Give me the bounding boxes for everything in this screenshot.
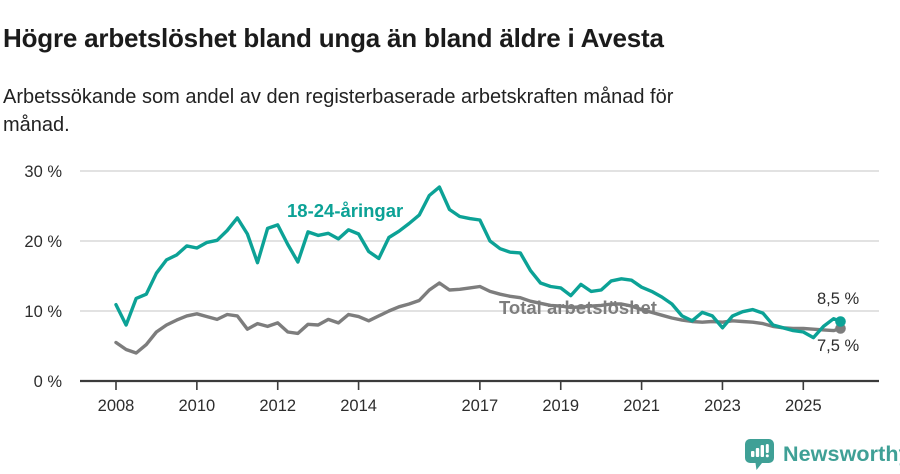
series-label-total: Total arbetslöshet bbox=[499, 297, 657, 318]
newsworthy-logo-text: Newsworthy bbox=[783, 441, 900, 466]
newsworthy-logo: Newsworthy bbox=[744, 437, 900, 471]
x-tick-label-2023: 2023 bbox=[704, 397, 741, 415]
x-tick-label-2017: 2017 bbox=[462, 397, 499, 415]
x-tick-label-2012: 2012 bbox=[259, 397, 296, 415]
end-value-label-total: 7,5 % bbox=[817, 337, 860, 355]
y-tick-label-30: 30 % bbox=[24, 163, 62, 181]
y-tick-label-0: 0 % bbox=[34, 373, 63, 391]
end-value-label-young: 8,5 % bbox=[817, 290, 860, 308]
newsworthy-logo-icon bbox=[745, 438, 774, 470]
series-label-young: 18-24-åringar bbox=[287, 200, 404, 221]
y-tick-label-10: 10 % bbox=[24, 303, 62, 321]
exclamation-glyph bbox=[765, 443, 769, 457]
x-tick-label-2008: 2008 bbox=[98, 397, 135, 415]
x-tick-label-2025: 2025 bbox=[785, 397, 822, 415]
chart-subtitle: Arbetssökande som andel av den registerb… bbox=[3, 86, 674, 136]
y-tick-label-20: 20 % bbox=[24, 233, 62, 251]
series-line-total-arbetslöshet bbox=[114, 281, 843, 355]
speech-bubble-shape bbox=[745, 438, 774, 470]
x-tick-label-2021: 2021 bbox=[623, 397, 660, 415]
x-tick-label-2014: 2014 bbox=[340, 397, 377, 415]
series-line-18-24-åringar bbox=[114, 185, 843, 340]
x-tick-label-2019: 2019 bbox=[542, 397, 579, 415]
page-title: Högre arbetslöshet bland unga än bland ä… bbox=[3, 23, 664, 54]
x-tick-label-2010: 2010 bbox=[179, 397, 216, 415]
bar-chart-glyph bbox=[751, 444, 764, 457]
series-end-dot-18-24-åringar bbox=[835, 316, 846, 327]
